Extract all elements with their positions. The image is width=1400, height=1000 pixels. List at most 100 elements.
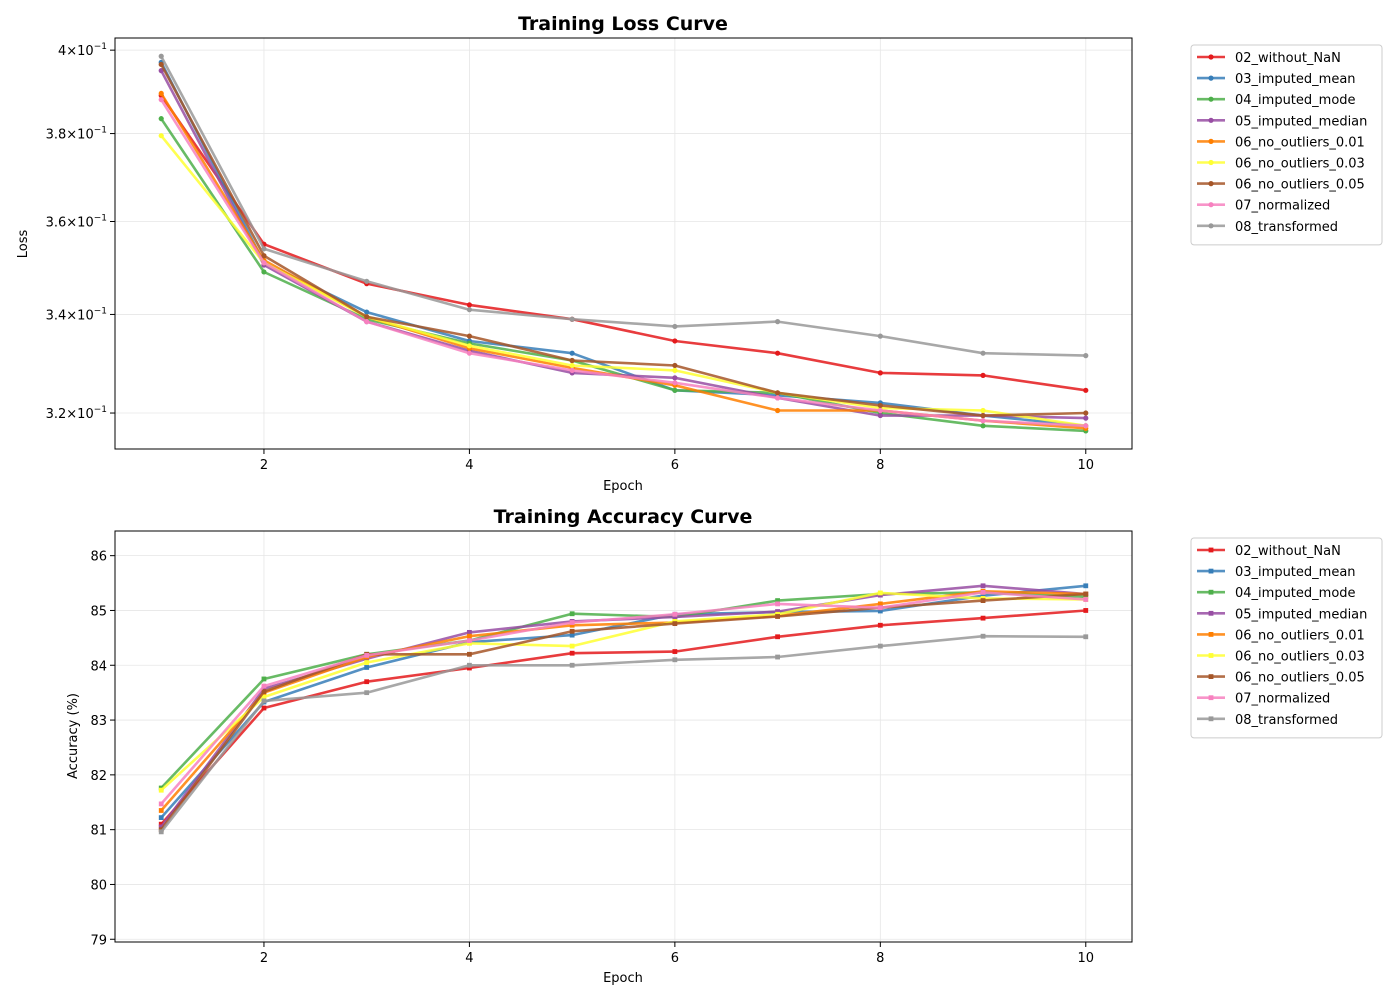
accuracy-point (775, 609, 780, 614)
accuracy-point (364, 690, 370, 696)
loss-point (980, 418, 986, 424)
loss-point (569, 350, 575, 356)
loss-point (261, 260, 267, 266)
loss-point (672, 367, 678, 373)
accuracy-legend-item: 06_no_outliers_0.01 (1197, 628, 1365, 643)
accuracy-point (261, 705, 267, 711)
accuracy-point (1083, 594, 1089, 600)
loss-legend-item: 06_no_outliers_0.01 (1197, 135, 1365, 150)
accuracy-series-06-no-outliers-0-05 (158, 591, 1089, 833)
accuracy-legend-label: 06_no_outliers_0.03 (1235, 650, 1365, 665)
accuracy-y-tick-label: 79 (90, 933, 107, 948)
accuracy-point (158, 829, 164, 835)
accuracy-point (877, 605, 883, 611)
loss-point (672, 338, 678, 344)
accuracy-series-06-no-outliers-0-01 (158, 588, 1089, 813)
loss-series-group (158, 53, 1089, 434)
loss-legend-marker (1208, 54, 1214, 60)
loss-legend-marker (1208, 181, 1214, 187)
loss-legend-label: 02_without_NaN (1235, 51, 1341, 66)
accuracy-point (364, 660, 370, 665)
loss-point (672, 323, 678, 330)
accuracy-legend-label: 02_without_NaN (1235, 544, 1341, 559)
loss-legend-item: 03_imputed_mean (1197, 72, 1356, 87)
accuracy-y-ticks: 79 80 81 82 83 84 85 86 (90, 550, 115, 948)
accuracy-legend-marker (1208, 695, 1214, 701)
loss-line-03-imputed-mean (160, 61, 1086, 428)
loss-legend-item: 05_imputed_median (1197, 114, 1367, 129)
accuracy-point (980, 583, 986, 589)
accuracy-point (980, 598, 986, 603)
loss-point (1083, 410, 1089, 416)
accuracy-legend-label: 06_no_outliers_0.01 (1235, 628, 1365, 643)
accuracy-line-07-normalized (160, 591, 1086, 805)
loss-point (158, 97, 164, 103)
loss-y-tick-label: 3.4×10−1 (46, 306, 107, 323)
accuracy-legend-marker (1208, 610, 1214, 616)
accuracy-point (467, 638, 472, 643)
loss-series-08-transformed (158, 53, 1089, 359)
loss-point (466, 343, 473, 349)
loss-point (158, 61, 164, 68)
loss-point (261, 269, 267, 275)
accuracy-series-group (158, 583, 1089, 835)
loss-point (877, 407, 883, 414)
accuracy-x-tick-label: 2 (260, 951, 268, 966)
accuracy-point (261, 676, 267, 682)
loss-x-ticks: 2 4 6 8 10 (260, 449, 1094, 473)
accuracy-point (569, 622, 575, 628)
accuracy-legend-item: 02_without_NaN (1197, 544, 1341, 559)
accuracy-point (261, 689, 267, 694)
loss-point (980, 372, 986, 378)
loss-x-tick-label: 8 (876, 458, 884, 473)
loss-legend-item: 07_normalized (1197, 199, 1330, 214)
accuracy-legend-label: 06_no_outliers_0.05 (1235, 671, 1365, 686)
loss-legend-item: 02_without_NaN (1197, 51, 1341, 66)
loss-legend-item: 06_no_outliers_0.03 (1197, 157, 1365, 172)
loss-point (569, 316, 575, 322)
loss-series-03-imputed-mean (158, 59, 1089, 429)
loss-point (980, 423, 986, 429)
loss-legend-label: 08_transformed (1235, 220, 1338, 235)
accuracy-point (569, 628, 575, 634)
accuracy-point (1083, 583, 1089, 589)
accuracy-y-tick-label: 84 (90, 659, 107, 674)
loss-legend-marker (1208, 159, 1214, 166)
accuracy-point (569, 650, 575, 656)
loss-point (158, 53, 164, 59)
loss-chart: Training Loss Curve 2 4 6 8 10 3.2×10−1 3.4×1… (16, 13, 1383, 494)
accuracy-legend-marker (1208, 716, 1214, 722)
accuracy-legend-label: 07_normalized (1235, 692, 1330, 707)
accuracy-point (1083, 634, 1089, 640)
loss-line-06-no-outliers-0-03 (160, 134, 1086, 428)
loss-series-06-no-outliers-0-05 (158, 61, 1089, 419)
accuracy-point (261, 686, 267, 692)
loss-legend-item: 08_transformed (1197, 220, 1338, 235)
loss-line-07-normalized (160, 99, 1086, 428)
loss-legend-marker (1208, 75, 1214, 81)
accuracy-point (672, 649, 678, 654)
accuracy-x-tick-label: 4 (465, 951, 473, 966)
loss-point (1083, 353, 1089, 359)
accuracy-point (877, 608, 883, 614)
accuracy-chart: Training Accuracy Curve 2 4 6 8 10 79 80 81 82 8… (66, 506, 1383, 986)
accuracy-point (775, 614, 780, 619)
accuracy-point (261, 683, 267, 689)
loss-point (774, 407, 781, 414)
loss-legend-marker (1208, 96, 1214, 102)
loss-point (980, 412, 986, 419)
loss-y-tick-label: 4×10−1 (58, 42, 107, 59)
accuracy-y-tick-label: 86 (90, 550, 107, 565)
loss-y-ticks: 3.2×10−1 3.4×10−1 3.6×10−1 3.8×10−1 4×10−1 (46, 42, 115, 422)
accuracy-grid (115, 531, 1132, 942)
accuracy-legend-item: 08_transformed (1197, 713, 1338, 728)
accuracy-point (261, 698, 267, 704)
accuracy-legend-marker (1208, 674, 1214, 679)
accuracy-point (467, 633, 472, 639)
loss-legend-box (1190, 44, 1383, 246)
accuracy-series-02-without-nan (158, 608, 1089, 827)
loss-y-tick-label: 3.6×10−1 (46, 213, 107, 230)
accuracy-y-tick-label: 81 (90, 824, 107, 839)
accuracy-point (672, 621, 678, 627)
accuracy-plot-frame (114, 530, 1133, 943)
